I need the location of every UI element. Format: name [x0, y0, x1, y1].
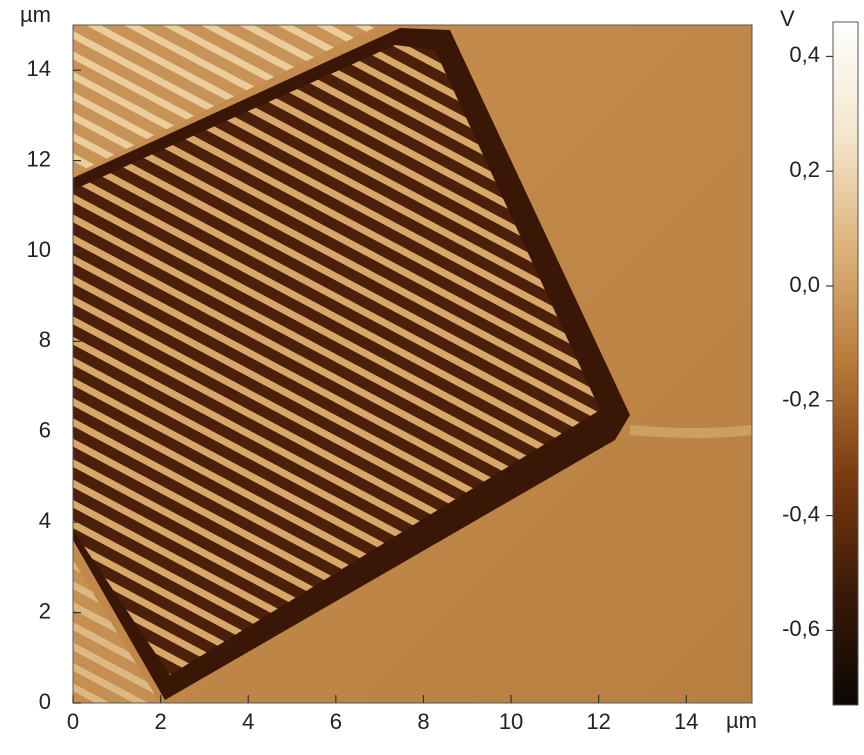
- x-tick-label: 2: [154, 709, 166, 734]
- x-tick-label: 0: [67, 709, 79, 734]
- y-tick-label: 10: [27, 237, 51, 262]
- y-tick-label: 2: [39, 598, 51, 623]
- y-unit: µm: [20, 2, 51, 27]
- plot-frame: [72, 24, 753, 704]
- x-tick-label: 8: [417, 709, 429, 734]
- colorbar-tick-label: -0,6: [782, 616, 820, 641]
- colorbar-tick-label: 0,4: [789, 42, 820, 67]
- colorbar-tick-label: -0,4: [782, 501, 820, 526]
- y-tick-label: 6: [39, 418, 51, 443]
- y-tick-label: 8: [39, 327, 51, 352]
- y-tick-label: 12: [27, 146, 51, 171]
- x-tick-label: 10: [499, 709, 523, 734]
- y-tick-label: 0: [39, 689, 51, 714]
- y-tick-label: 4: [39, 508, 51, 533]
- colorbar-tick-label: -0,2: [782, 387, 820, 412]
- x-tick-label: 12: [586, 709, 610, 734]
- x-tick-label: 6: [330, 709, 342, 734]
- map-image: [73, 25, 753, 703]
- colorbar-tick-label: 0,0: [789, 272, 820, 297]
- x-tick-label: 4: [242, 709, 254, 734]
- y-tick-label: 14: [27, 56, 51, 81]
- x-tick-label: 14: [674, 709, 698, 734]
- x-unit: µm: [726, 708, 757, 733]
- colorbar: [832, 21, 859, 706]
- colorbar-tick-label: 0,2: [789, 157, 820, 182]
- colorbar-unit: V: [780, 6, 795, 31]
